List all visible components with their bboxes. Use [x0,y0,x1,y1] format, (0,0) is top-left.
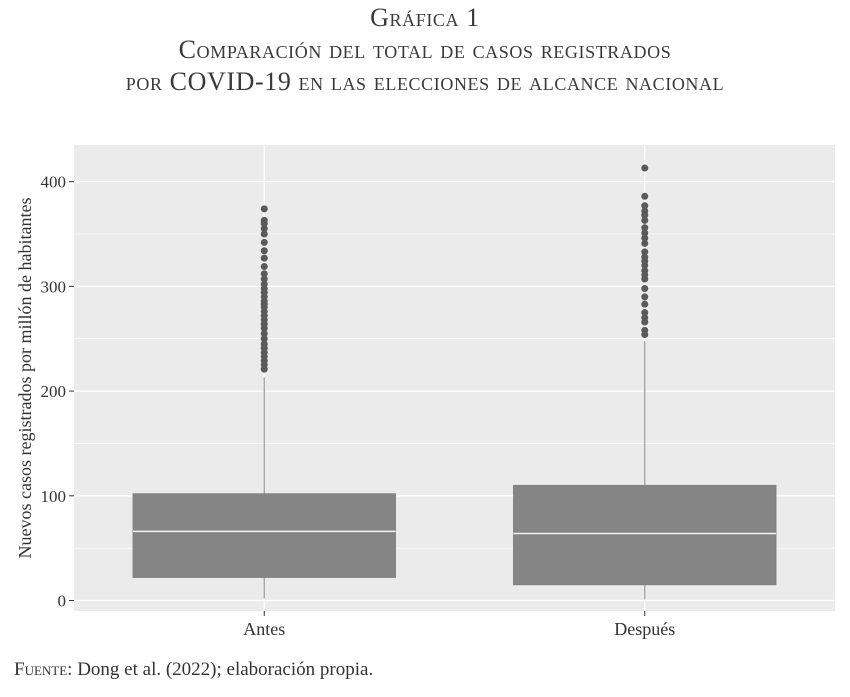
outlier-point [260,280,268,288]
box-group-1 [132,205,396,599]
chart-title-line-2: por COVID-19 en las elecciones de alcanc… [125,67,725,96]
outlier-point [260,238,268,246]
outlier-point [641,239,649,247]
chart-title-line-1: Comparación del total de casos registrad… [178,35,672,64]
source-note: Fuente: Dong et al. (2022); elaboración … [14,659,373,681]
boxes [132,164,777,600]
y-tick-label: 200 [41,382,67,401]
outlier-point [641,253,649,261]
chart-title-block: Gráfica 1 Comparación del total de casos… [0,2,850,98]
y-tick-label: 300 [41,277,67,296]
outlier-point [260,329,268,337]
source-text: Dong et al. (2022); elaboración propia. [77,659,374,680]
outlier-point [641,202,649,210]
outlier-point [641,207,649,215]
y-tick-label: 100 [41,487,67,506]
outlier-point [260,230,268,238]
x-tick-label: Antes [243,619,285,639]
outlier-point [641,229,649,237]
outlier-point [260,275,268,283]
outlier-point [260,247,268,255]
outlier-point [641,216,649,224]
boxplot-chart: 0 100 200 300 400 Antes Después Nuevos casos … [15,145,835,639]
outlier-point [260,262,268,270]
outlier-point [641,314,649,322]
outlier-point [641,309,649,317]
outlier-point [260,270,268,278]
x-tick-label: Después [614,619,675,639]
outlier-point [260,225,268,233]
outlier-point [641,300,649,308]
outlier-point [641,248,649,256]
figure-number: Gráfica 1 [370,3,480,32]
box-group-2 [513,164,777,600]
y-tick-label: 400 [41,173,67,192]
outlier-point [260,335,268,343]
outlier-point [260,254,268,262]
outlier-point [641,267,649,275]
outlier-point [641,326,649,334]
source-label: Fuente: [14,659,73,680]
x-axis: Antes Después [243,611,675,639]
y-axis-label: Nuevos casos registrados por millón de h… [15,198,35,559]
outlier-point [260,216,268,224]
outlier-point [260,205,268,213]
box [132,493,396,578]
outlier-point [260,340,268,348]
outlier-point [641,293,649,301]
outlier-point [641,164,649,172]
outlier-point [641,224,649,232]
box [513,484,777,586]
y-tick-label: 0 [58,592,67,611]
outlier-point [641,234,649,242]
y-axis: 0 100 200 300 400 [41,173,74,611]
outlier-point [641,284,649,292]
outlier-point [641,192,649,200]
